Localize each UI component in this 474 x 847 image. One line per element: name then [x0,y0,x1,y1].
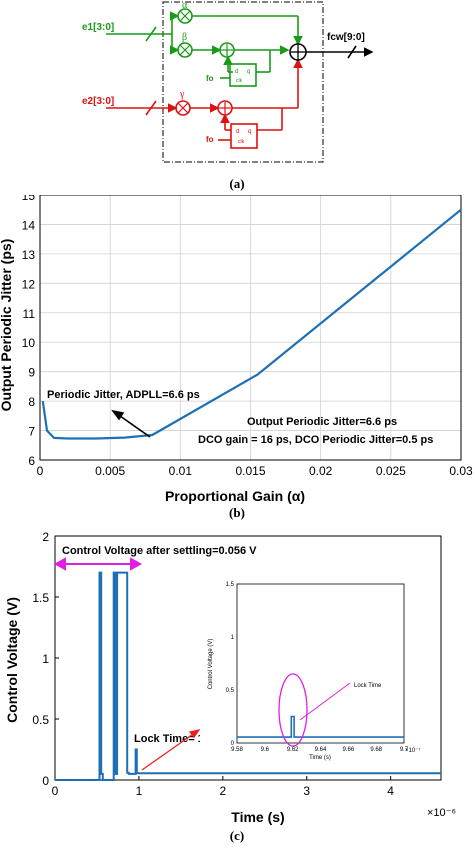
settle-arrowhead-left [53,557,66,571]
x-tick-label: 0.01 [169,464,193,478]
ff-red-fo-label: fo [206,135,214,144]
ff-green-clk: clk [236,78,243,84]
ff-red-q: q [248,129,251,135]
inset-y-label: Control Voltage (V) [208,639,214,690]
series-line [55,571,441,781]
y-axis-label: Output Periodic Jitter (ps) [0,239,14,412]
input-e2-label: e2[3:0] [82,96,114,107]
inset-y-tick-label: 1 [231,635,235,641]
x-tick-label: 1 [136,784,143,798]
grid [39,195,462,461]
plot-frame [39,195,462,461]
beta-label: β [182,32,187,43]
inset-frame [236,583,405,744]
ff-red-clk: clk [238,139,245,145]
y-tick-label: 13 [22,248,36,262]
lock-arrow [141,731,197,771]
annotation-right-1: Output Periodic Jitter=6.6 ps [247,416,397,428]
caption-b: (b) [229,505,245,520]
inset-x-tick-label: 9.62 [287,747,299,753]
annotation-arrowhead [111,409,125,421]
gamma-label: γ [179,89,185,100]
annotation-settle: Control Voltage after settling=0.056 V [62,545,257,557]
y-axis-label: Control Voltage (V) [4,597,20,723]
annotation-left: Periodic Jitter, ADPLL=6.6 ps [47,389,200,401]
jitter-chart: 0 0.005 0.01 0.015 0.02 0.025 0.03 6 7 8 9 10 11 12 13… [0,195,473,520]
settle-arrowhead-right [130,557,143,571]
x-exponent: ×10⁻⁶ [427,807,456,819]
tick-labels: 0 1 2 3 4 0 0.5 1 1.5 2 [32,530,394,798]
x-tick-label: 0.025 [376,464,406,478]
alpha-label: α [182,0,188,11]
inset-x-tick-label: 9.6 [261,747,270,753]
x-tick-label: 0.03 [449,464,473,478]
series-line [41,208,462,440]
x-axis-label: Time (s) [231,809,284,825]
x-tick-label: 4 [387,784,394,798]
inset-lock-label: Lock Time [354,683,382,689]
inset-x-tick-label: 9.68 [370,747,382,753]
x-axis-label: Proportional Gain (α) [165,488,305,504]
ff-green-fo-label: fo [206,74,214,83]
inset-x-tick-label: 9.66 [342,747,354,753]
inset-highlight-ellipse [278,673,308,747]
caption-a: (a) [229,176,244,191]
y-tick-label: 12 [22,277,36,291]
inset-x-tick-label: 9.58 [231,747,243,753]
x-tick-label: 3 [303,784,310,798]
ff-green-q: q [247,69,250,75]
inset-x-tick-label: 9.7 [400,747,409,753]
y-tick-label: 8 [28,395,35,409]
input-e1-label: e1[3:0] [82,22,114,33]
y-tick-label: 9 [28,366,35,380]
inset-background [200,577,432,767]
inset-x-tick-label: 9.64 [315,747,327,753]
inset-y-tick-label: 0.5 [226,688,235,694]
y-tick-label: 10 [22,336,36,350]
y-tick-label: 14 [22,218,36,232]
ff-red-d: d [236,129,239,135]
y-tick-label: 2 [42,530,49,544]
x-tick-label: 2 [219,784,226,798]
x-tick-label: 0 [37,464,44,478]
inset-tick-labels: 9.58 9.6 9.62 9.64 9.66 9.68 9.7 0 0.5 1 1.5 [226,582,409,753]
x-tick-label: 0.005 [95,464,125,478]
dashed-boundary [162,1,324,163]
y-tick-label: 11 [23,307,36,321]
y-tick-label: 6 [28,454,35,468]
ff-green-d: d [235,69,238,75]
adpll-block-diagram: e1[3:0] α β fo d q clk e2[3:0] γ fo d q … [82,0,374,191]
output-fcw-label: fcw[9:0] [327,32,365,43]
y-tick-label: 15 [22,195,36,203]
x-tick-label: 0.02 [309,464,333,478]
lock-arrowhead [188,728,201,739]
inset-exponent: ×10⁻⁷ [405,747,421,754]
inset-series-line [237,715,404,738]
inset-x-label: Time (s) [309,755,331,761]
inset-y-tick-label: 1.5 [226,582,235,588]
annotation-lock: Lock Time= 1 us [134,733,220,745]
y-tick-label: 0.5 [32,713,49,727]
inset-lock-arrow [299,682,351,721]
x-tick-label: 0 [52,784,59,798]
y-tick-label: 1 [42,652,49,666]
y-tick-label: 7 [28,425,35,439]
x-tick-label: 0.015 [235,464,265,478]
tick-labels: 0 0.005 0.01 0.015 0.02 0.025 0.03 6 7 8 9 10 11 12 13… [22,195,473,478]
annotation-right-2: DCO gain = 16 ps, DCO Periodic Jitter=0.… [198,434,433,446]
control-voltage-chart: 0 1 2 3 4 0 0.5 1 1.5 2 Control Voltage (V) Time … [4,530,456,843]
y-tick-label: 1.5 [32,591,49,605]
y-tick-label: 0 [42,774,49,788]
caption-c: (c) [230,828,244,843]
inset-y-tick-label: 0 [231,741,235,747]
